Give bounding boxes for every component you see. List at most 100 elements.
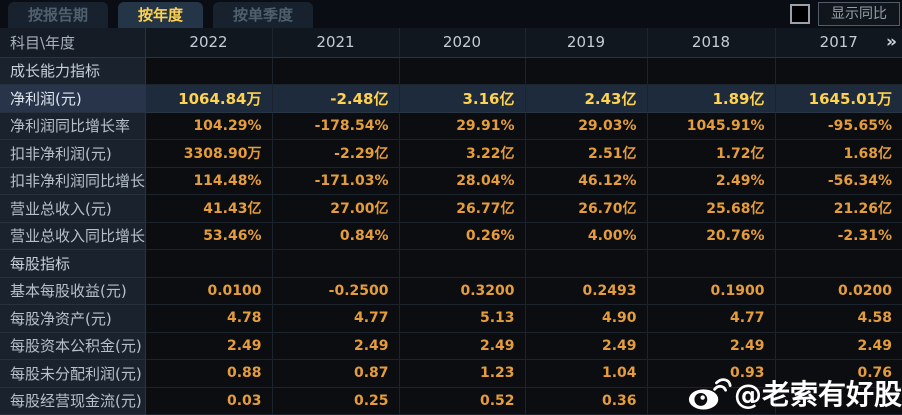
cell-value	[272, 249, 400, 278]
cell-value: 3308.90万	[145, 139, 273, 168]
cell-value: 0.2493	[525, 277, 648, 305]
row-label: 营业总收入(元)	[0, 194, 146, 223]
cell-value: 0.93	[647, 359, 776, 388]
cell-value: -95.65%	[775, 112, 902, 140]
table-row: 基本每股收益(元) 0.0100 -0.2500 0.3200 0.2493 0.1900…	[0, 277, 902, 305]
cell-value: 2.43亿	[525, 84, 648, 113]
more-years-icon[interactable]: »	[886, 32, 897, 53]
cell-value: 4.00%	[525, 222, 648, 250]
tab-by-single-quarter[interactable]: 按单季度	[213, 2, 314, 28]
cell-value: 20.76%	[647, 222, 776, 250]
cell-value: 104.29%	[145, 112, 273, 140]
row-label: 每股经营现金流(元)	[0, 387, 146, 415]
row-label: 营业总收入同比增长率	[0, 222, 146, 250]
cell-value: 4.78	[145, 304, 273, 333]
cell-value: 1.89亿	[647, 84, 776, 113]
table-row: 每股未分配利润(元) 0.88 0.87 1.23 1.04 0.93 0.76	[0, 359, 902, 388]
cell-value: 1045.91%	[647, 112, 776, 140]
year-header-2018: 2018	[647, 28, 776, 58]
row-label: 每股资本公积金(元)	[0, 332, 146, 360]
cell-value: 0.0200	[775, 277, 902, 305]
row-label: 基本每股收益(元)	[0, 277, 146, 305]
cell-value: 0.26%	[399, 222, 526, 250]
tab-by-year[interactable]: 按年度	[118, 2, 204, 28]
cell-value: -56.34%	[775, 167, 902, 195]
cell-value: 0.1900	[647, 277, 776, 305]
cell-value: 2.51亿	[525, 139, 648, 168]
cell-value: 114.48%	[145, 167, 273, 195]
cell-value	[775, 387, 902, 415]
cell-value	[647, 387, 776, 415]
cell-value: -171.03%	[272, 167, 400, 195]
cell-value: 4.58	[775, 304, 902, 333]
cell-value: 4.77	[647, 304, 776, 333]
cell-value: 1.72亿	[647, 139, 776, 168]
row-label: 每股指标	[0, 249, 146, 278]
row-label: 净利润同比增长率	[0, 112, 146, 140]
cell-value: 21.26亿	[775, 194, 902, 223]
financial-table: 科目\年度 2022 2021 2020 2019 2018 2017» 成长能力指标 净利润…	[0, 28, 902, 415]
cell-value	[399, 249, 526, 278]
show-yoy-checkbox[interactable]	[790, 4, 810, 24]
cell-value: -2.29亿	[272, 139, 400, 168]
cell-value: -2.31%	[775, 222, 902, 250]
table-row: 每股经营现金流(元) 0.03 0.25 0.52 0.36	[0, 387, 902, 415]
cell-value: 26.77亿	[399, 194, 526, 223]
cell-value: 0.03	[145, 387, 273, 415]
cell-value	[647, 249, 776, 278]
cell-value: 27.00亿	[272, 194, 400, 223]
year-header-2021: 2021	[272, 28, 400, 58]
cell-value: 1064.84万	[145, 84, 273, 113]
cell-value: 2.49	[775, 332, 902, 360]
cell-value	[525, 57, 648, 85]
cell-value	[145, 57, 273, 85]
cell-value: 0.52	[399, 387, 526, 415]
cell-value: 53.46%	[145, 222, 273, 250]
period-tabbar: 按报告期 按年度 按单季度 显示同比	[0, 0, 902, 28]
show-yoy-label[interactable]: 显示同比	[818, 2, 900, 26]
table-row: 营业总收入(元) 41.43亿 27.00亿 26.77亿 26.70亿 25.68亿 21…	[0, 194, 902, 223]
section-row: 成长能力指标	[0, 57, 902, 85]
cell-value: 41.43亿	[145, 194, 273, 223]
year-header-2019: 2019	[525, 28, 648, 58]
row-label: 每股净资产(元)	[0, 304, 146, 333]
table-row: 扣非净利润(元) 3308.90万 -2.29亿 3.22亿 2.51亿 1.72亿 1.6…	[0, 139, 902, 168]
cell-value: 2.49	[145, 332, 273, 360]
year-header-2022: 2022	[145, 28, 273, 58]
cell-value: 0.87	[272, 359, 400, 388]
cell-value: 2.49%	[647, 167, 776, 195]
cell-value: 0.0100	[145, 277, 273, 305]
table-header-row: 科目\年度 2022 2021 2020 2019 2018 2017»	[0, 28, 902, 58]
cell-value: 0.36	[525, 387, 648, 415]
cell-value	[525, 249, 648, 278]
table-row: 扣非净利润同比增长率114.48%-171.03%28.04%46.12%2.4…	[0, 167, 902, 195]
cell-value: 29.91%	[399, 112, 526, 140]
cell-value: 25.68亿	[647, 194, 776, 223]
cell-value: 1.23	[399, 359, 526, 388]
cell-value: 2.49	[399, 332, 526, 360]
year-header-2017: 2017»	[775, 28, 902, 58]
cell-value	[775, 249, 902, 278]
cell-value: -178.54%	[272, 112, 400, 140]
cell-value: 0.3200	[399, 277, 526, 305]
cell-value: 1.68亿	[775, 139, 902, 168]
tab-by-report-period[interactable]: 按报告期	[8, 2, 109, 28]
row-label: 每股未分配利润(元)	[0, 359, 146, 388]
table-row: 净利润(元) 1064.84万 -2.48亿 3.16亿 2.43亿 1.89亿 1645.…	[0, 84, 902, 113]
table-row: 营业总收入同比增长率53.46%0.84%0.26%4.00%20.76%-2.…	[0, 222, 902, 250]
cell-value: 0.76	[775, 359, 902, 388]
table-body: 成长能力指标 净利润(元) 1064.84万 -2.48亿 3.16亿 2.43亿 1.89…	[0, 57, 902, 415]
yoy-control-group: 显示同比	[790, 0, 902, 28]
corner-header: 科目\年度	[0, 28, 146, 58]
table-row: 每股资本公积金(元) 2.49 2.49 2.49 2.49 2.49 2.49	[0, 332, 902, 360]
year-header-2020: 2020	[399, 28, 526, 58]
cell-value: 1.04	[525, 359, 648, 388]
section-row: 每股指标	[0, 249, 902, 278]
row-label: 扣非净利润(元)	[0, 139, 146, 168]
cell-value	[775, 57, 902, 85]
cell-value: 29.03%	[525, 112, 648, 140]
cell-value: -0.2500	[272, 277, 400, 305]
cell-value: 2.49	[525, 332, 648, 360]
cell-value: 5.13	[399, 304, 526, 333]
cell-value: 4.90	[525, 304, 648, 333]
